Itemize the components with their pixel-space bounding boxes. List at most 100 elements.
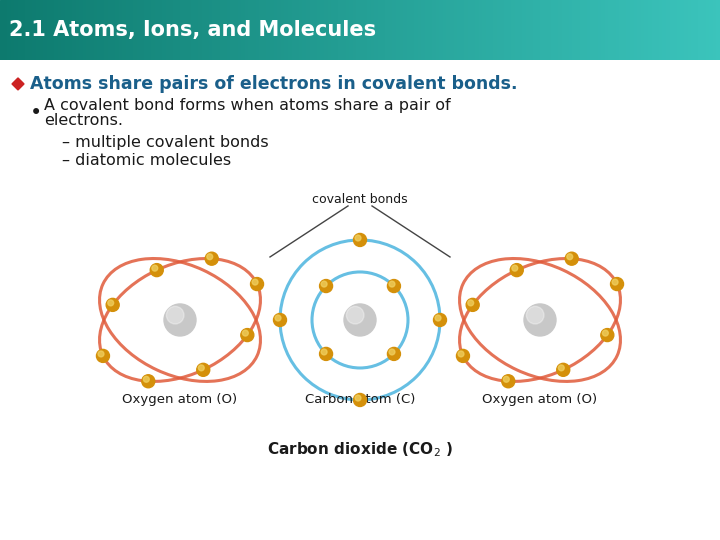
Bar — [634, 0, 637, 60]
Circle shape — [433, 314, 446, 327]
Text: •: • — [30, 103, 42, 123]
Circle shape — [205, 252, 218, 265]
Bar — [367, 0, 371, 60]
Bar — [457, 0, 461, 60]
Bar — [547, 0, 551, 60]
Bar — [630, 0, 634, 60]
Circle shape — [559, 365, 564, 371]
Circle shape — [567, 254, 572, 260]
Text: Oxygen atom (O): Oxygen atom (O) — [122, 394, 238, 407]
Circle shape — [143, 376, 149, 382]
Bar — [151, 0, 155, 60]
Bar — [313, 0, 317, 60]
Bar — [389, 0, 392, 60]
Bar — [518, 0, 522, 60]
Bar — [18, 0, 22, 60]
Bar — [133, 0, 137, 60]
Bar — [594, 0, 598, 60]
Bar — [468, 0, 472, 60]
Bar — [637, 0, 641, 60]
Bar — [241, 0, 245, 60]
Bar — [126, 0, 130, 60]
Bar — [497, 0, 500, 60]
Bar — [22, 0, 25, 60]
Bar — [277, 0, 281, 60]
Bar — [688, 0, 691, 60]
Bar — [598, 0, 601, 60]
Bar — [673, 0, 677, 60]
Bar — [684, 0, 688, 60]
Bar — [230, 0, 234, 60]
Bar — [540, 0, 544, 60]
Circle shape — [387, 280, 400, 293]
Bar — [504, 0, 508, 60]
Text: Carbon atom (C): Carbon atom (C) — [305, 394, 415, 407]
Bar — [306, 0, 310, 60]
Circle shape — [456, 349, 469, 362]
Bar — [590, 0, 594, 60]
Circle shape — [524, 304, 556, 336]
Bar — [482, 0, 486, 60]
Bar — [212, 0, 216, 60]
Bar — [349, 0, 353, 60]
Bar — [353, 0, 356, 60]
Bar — [551, 0, 554, 60]
Circle shape — [252, 279, 258, 285]
Circle shape — [321, 281, 327, 287]
Bar — [432, 0, 436, 60]
Bar — [259, 0, 263, 60]
Circle shape — [98, 351, 104, 357]
Circle shape — [565, 252, 578, 265]
Bar — [648, 0, 652, 60]
Bar — [565, 0, 569, 60]
Bar — [702, 0, 706, 60]
Bar — [706, 0, 709, 60]
Bar — [245, 0, 248, 60]
Bar — [425, 0, 428, 60]
Bar — [626, 0, 630, 60]
Circle shape — [354, 394, 366, 407]
Bar — [450, 0, 454, 60]
Bar — [180, 0, 184, 60]
Bar — [148, 0, 151, 60]
Text: Oxygen atom (O): Oxygen atom (O) — [482, 394, 598, 407]
Circle shape — [526, 306, 544, 324]
Circle shape — [435, 315, 441, 321]
Bar — [112, 0, 115, 60]
Text: A covalent bond forms when atoms share a pair of: A covalent bond forms when atoms share a… — [44, 98, 451, 113]
Bar — [554, 0, 558, 60]
Bar — [403, 0, 407, 60]
Bar — [86, 0, 90, 60]
Bar — [176, 0, 180, 60]
Bar — [572, 0, 576, 60]
Bar — [716, 0, 720, 60]
Circle shape — [389, 281, 395, 287]
Bar — [36, 0, 40, 60]
Bar — [54, 0, 58, 60]
Circle shape — [468, 300, 474, 306]
Bar — [205, 0, 209, 60]
Circle shape — [355, 395, 361, 401]
Bar — [158, 0, 162, 60]
Circle shape — [108, 300, 114, 306]
Bar — [562, 0, 565, 60]
Circle shape — [346, 306, 364, 324]
Bar — [619, 0, 623, 60]
Bar — [407, 0, 410, 60]
Bar — [493, 0, 497, 60]
Bar — [302, 0, 306, 60]
Text: – diatomic molecules: – diatomic molecules — [62, 153, 231, 168]
Bar — [428, 0, 432, 60]
Bar — [666, 0, 670, 60]
Bar — [184, 0, 187, 60]
Bar — [608, 0, 612, 60]
Bar — [76, 0, 79, 60]
Bar — [266, 0, 270, 60]
Bar — [612, 0, 616, 60]
Bar — [284, 0, 288, 60]
Bar — [108, 0, 112, 60]
Bar — [310, 0, 313, 60]
Bar — [292, 0, 295, 60]
Circle shape — [557, 363, 570, 376]
Bar — [65, 0, 68, 60]
